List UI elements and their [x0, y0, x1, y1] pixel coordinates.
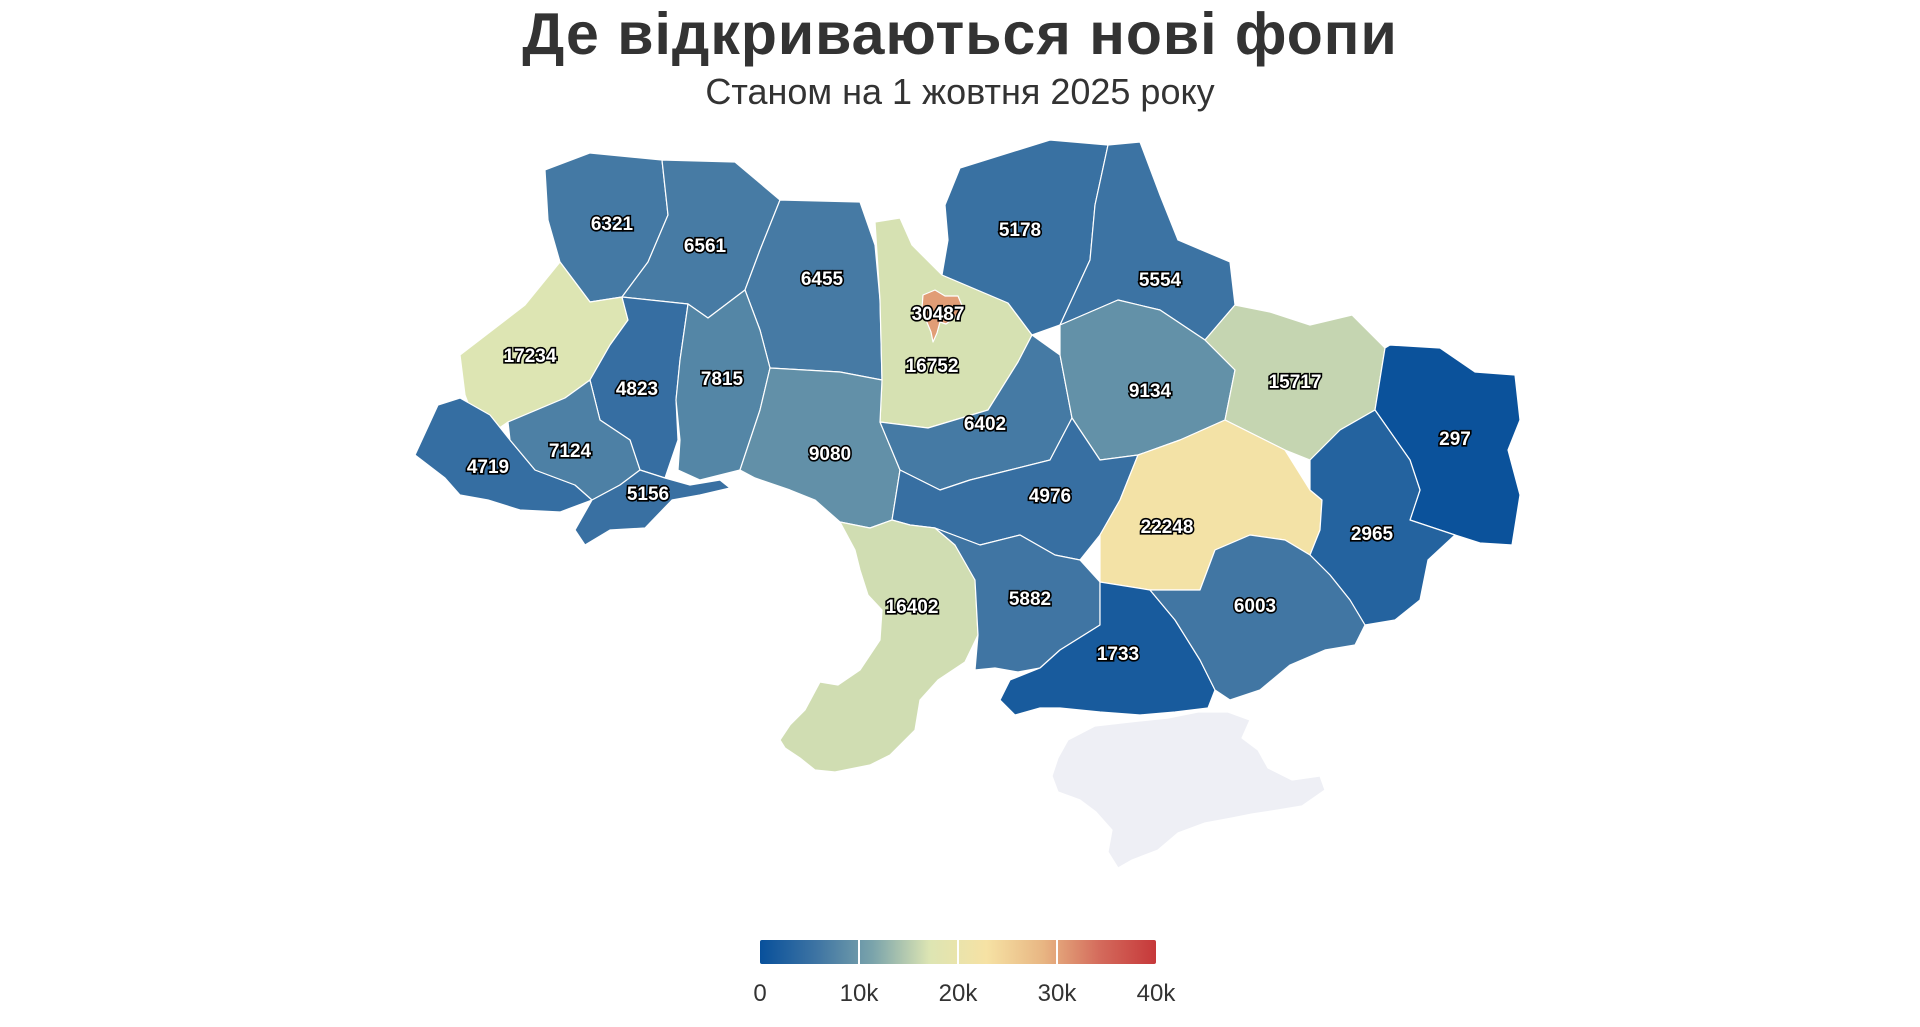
legend-tick-label: 40k — [1136, 980, 1176, 1007]
region-Київ[interactable] — [921, 289, 964, 343]
region-value-label: 16752 — [906, 356, 959, 377]
region-Одеська[interactable] — [779, 519, 979, 773]
region-value-label: 6455 — [801, 269, 844, 290]
legend-tick-label: 10k — [839, 980, 879, 1007]
legend-tick — [858, 940, 860, 964]
region-value-label: 6561 — [684, 236, 727, 257]
region-value-label: 4976 — [1029, 486, 1071, 507]
region-value-label: 16402 — [886, 597, 939, 618]
region-value-label: 5554 — [1139, 270, 1182, 291]
region-value-label: 4719 — [467, 457, 509, 478]
region-value-label: 4823 — [616, 379, 658, 400]
legend-tick — [957, 940, 959, 964]
region-Чернігівська[interactable] — [941, 139, 1109, 336]
region-value-label: 15717 — [1269, 372, 1322, 393]
legend-tick-label: 30k — [1037, 980, 1077, 1007]
region-value-label: 5882 — [1009, 589, 1051, 610]
ukraine-choropleth-map: 6321 6561 6455 16752 30487 5178 5554 17234 4823 7… — [414, 139, 1521, 869]
region-value-label: 2965 — [1351, 524, 1394, 545]
region-value-label: 1733 — [1097, 644, 1139, 665]
region-value-label: 5178 — [999, 220, 1041, 241]
legend-tick-label: 20k — [938, 980, 978, 1007]
region-value-label: 6402 — [964, 414, 1006, 435]
region-value-label: 9080 — [809, 444, 851, 465]
region-value-label: 7124 — [549, 441, 592, 462]
region-value-label: 5156 — [627, 484, 669, 505]
region-value-label: 22248 — [1141, 517, 1194, 538]
region-Крим[interactable] — [1051, 711, 1326, 869]
legend-tick-label: 0 — [753, 980, 767, 1007]
region-value-label: 30487 — [912, 304, 965, 325]
region-Чернівецька[interactable] — [574, 469, 731, 546]
region-value-label: 297 — [1439, 429, 1471, 450]
legend-tick — [1056, 940, 1058, 964]
map-subtitle: Станом на 1 жовтня 2025 року — [705, 71, 1215, 112]
region-value-label: 7815 — [701, 369, 744, 390]
map-title: Де відкриваються нові фопи — [522, 1, 1398, 67]
region-Закарпатська[interactable] — [414, 397, 593, 513]
region-value-label: 6321 — [591, 214, 634, 235]
color-legend: 0 10k 20k 30k 40k — [753, 940, 1175, 1007]
region-value-label: 9134 — [1129, 381, 1172, 402]
region-Запорізька[interactable] — [1149, 534, 1366, 701]
region-value-label: 17234 — [504, 346, 557, 367]
region-value-label: 6003 — [1234, 596, 1276, 617]
region-Донецька[interactable] — [1309, 409, 1456, 626]
